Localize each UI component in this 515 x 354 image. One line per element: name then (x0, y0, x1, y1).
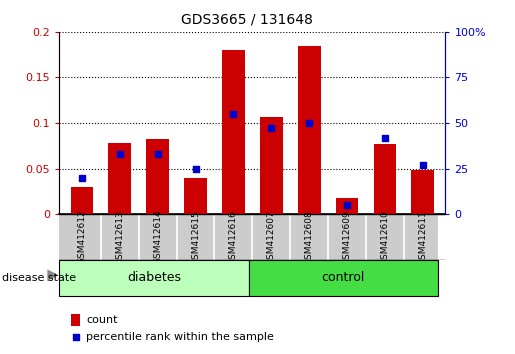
Bar (260, 116, 283, 214)
Text: GSM412615: GSM412615 (191, 210, 200, 264)
Point (419, 162, 427, 168)
Text: diabetes: diabetes (127, 272, 181, 284)
Polygon shape (47, 269, 59, 281)
Text: percentile rank within the sample: percentile rank within the sample (86, 332, 274, 342)
Bar (71, 187, 93, 214)
Bar (249, 260, 438, 296)
Text: GSM412614: GSM412614 (153, 210, 162, 264)
Text: GSM412608: GSM412608 (305, 210, 314, 264)
Text: GSM412610: GSM412610 (381, 210, 389, 264)
Bar (222, 50, 245, 214)
Point (267, 126, 276, 131)
Point (153, 151, 162, 157)
Text: control: control (321, 272, 365, 284)
Bar (109, 143, 131, 214)
Text: GDS3665 / 131648: GDS3665 / 131648 (181, 12, 313, 27)
Text: count: count (86, 315, 117, 325)
Text: GSM412616: GSM412616 (229, 210, 238, 264)
Bar (336, 198, 358, 214)
Bar (298, 46, 320, 214)
Bar (373, 144, 396, 214)
Text: GSM412613: GSM412613 (115, 210, 124, 264)
Bar (146, 139, 169, 214)
Point (305, 120, 313, 126)
Point (343, 202, 351, 208)
Bar (184, 178, 207, 214)
Text: GSM412607: GSM412607 (267, 210, 276, 264)
Text: disease state: disease state (2, 273, 76, 283)
Point (381, 135, 389, 141)
Bar (71, 314, 80, 326)
Bar (411, 170, 434, 214)
Text: GSM412611: GSM412611 (418, 210, 427, 264)
Point (78, 175, 86, 181)
Text: GSM412612: GSM412612 (77, 210, 87, 264)
Bar (59, 260, 249, 296)
Text: GSM412609: GSM412609 (342, 210, 352, 264)
Point (72, 335, 80, 340)
Point (192, 166, 200, 171)
Point (116, 151, 124, 157)
Point (229, 111, 237, 117)
